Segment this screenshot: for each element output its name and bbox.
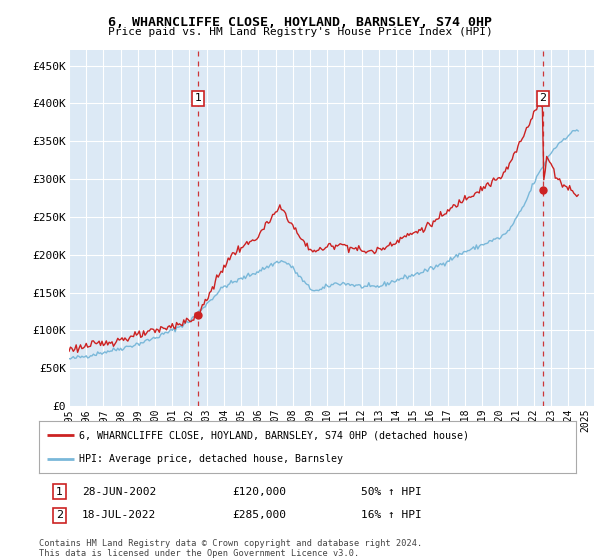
Text: Contains HM Land Registry data © Crown copyright and database right 2024.: Contains HM Land Registry data © Crown c… <box>39 539 422 548</box>
Text: £285,000: £285,000 <box>232 510 286 520</box>
Text: Price paid vs. HM Land Registry's House Price Index (HPI): Price paid vs. HM Land Registry's House … <box>107 27 493 38</box>
Text: 16% ↑ HPI: 16% ↑ HPI <box>361 510 422 520</box>
Text: 6, WHARNCLIFFE CLOSE, HOYLAND, BARNSLEY, S74 0HP: 6, WHARNCLIFFE CLOSE, HOYLAND, BARNSLEY,… <box>108 16 492 29</box>
Text: 2: 2 <box>539 94 547 104</box>
Text: 2: 2 <box>56 510 63 520</box>
Text: 18-JUL-2022: 18-JUL-2022 <box>82 510 156 520</box>
Text: 1: 1 <box>194 94 202 104</box>
Text: HPI: Average price, detached house, Barnsley: HPI: Average price, detached house, Barn… <box>79 454 343 464</box>
Text: This data is licensed under the Open Government Licence v3.0.: This data is licensed under the Open Gov… <box>39 549 359 558</box>
Text: 1: 1 <box>56 487 63 497</box>
Text: 28-JUN-2002: 28-JUN-2002 <box>82 487 156 497</box>
Text: 50% ↑ HPI: 50% ↑ HPI <box>361 487 422 497</box>
Text: £120,000: £120,000 <box>232 487 286 497</box>
Text: 6, WHARNCLIFFE CLOSE, HOYLAND, BARNSLEY, S74 0HP (detached house): 6, WHARNCLIFFE CLOSE, HOYLAND, BARNSLEY,… <box>79 430 469 440</box>
